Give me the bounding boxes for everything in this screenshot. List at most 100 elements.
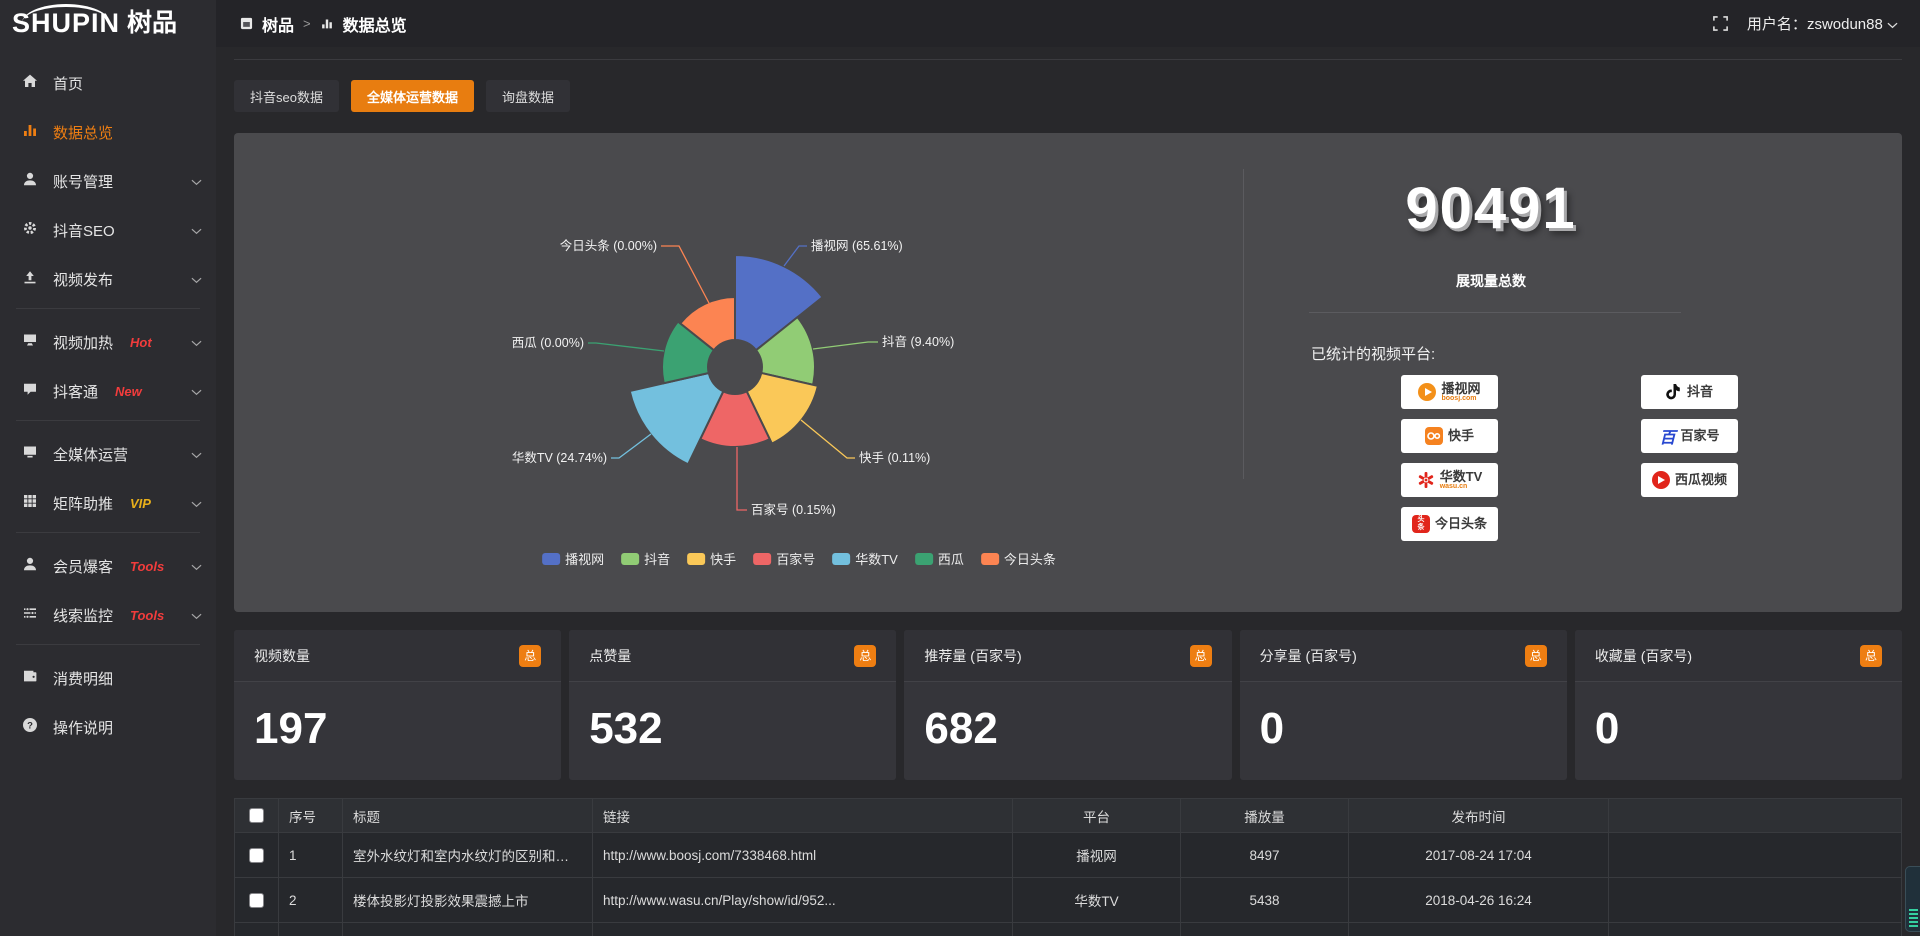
row-checkbox[interactable] (249, 847, 264, 863)
platform-subtext: wasu.cn (1439, 483, 1468, 491)
wallet-icon (22, 668, 38, 688)
stat-card-value: 682 (924, 704, 998, 753)
tab-bar: 抖音seo数据 全媒体运营数据 询盘数据 (234, 80, 1902, 112)
legend-item-3[interactable]: 百家号 (753, 549, 815, 568)
sidebar-item-user[interactable]: 账号管理 (0, 161, 216, 201)
legend-label: 西瓜 (937, 552, 964, 567)
total-impressions-label: 展现量总数 (1456, 273, 1526, 289)
window-icon (240, 17, 253, 30)
chevron-down-icon (191, 607, 202, 624)
sidebar-item-label: 全媒体运营 (53, 446, 129, 464)
total-badge: 总 (854, 644, 877, 667)
platform-badge-baijiahao: 百百家号 (1641, 419, 1738, 453)
total-badge: 总 (1189, 644, 1212, 667)
cell-views: 5438 (1180, 877, 1349, 923)
user-icon (22, 171, 38, 191)
sidebar-item-label: 会员爆客 (53, 558, 114, 576)
breadcrumb: 树品 > 数据总览 (240, 0, 407, 47)
cell-title[interactable]: 楼体投影灯投影效果震撼上市 (342, 877, 593, 923)
chevron-down-icon (191, 495, 202, 512)
select-all-checkbox[interactable] (249, 808, 264, 823)
sidebar-item-upload[interactable]: 视频发布 (0, 259, 216, 299)
legend-item-6[interactable]: 今日头条 (980, 549, 1056, 568)
cell-time: 2017-08-24 17:04 (1348, 832, 1609, 878)
tab-2[interactable]: 询盘数据 (485, 80, 570, 112)
breadcrumb-separator: > (303, 16, 311, 31)
platform-name: 播视网 (1441, 380, 1481, 396)
sidebar-item-label: 线索监控 (53, 607, 114, 625)
stat-card-4: 收藏量 (百家号) 总 0 (1574, 630, 1903, 780)
pie-label-line (812, 341, 878, 350)
app-logo[interactable]: SHUPIN 树品 (0, 0, 216, 47)
chevron-down-icon (191, 446, 202, 463)
home-icon (22, 73, 38, 93)
sidebar-item-home[interactable]: 首页 (0, 63, 216, 103)
cell-views: 8497 (1180, 832, 1349, 878)
stat-card-title: 视频数量 (254, 647, 310, 664)
sidebar-item-help[interactable]: ? 操作说明 (0, 707, 216, 747)
pie-slice-0[interactable] (734, 253, 825, 352)
sidebar-item-screen[interactable]: 视频加热 Hot (0, 322, 216, 362)
sidebar-item-monitor[interactable]: 全媒体运营 (0, 434, 216, 474)
sidebar-item-label: 矩阵助推 (53, 495, 114, 513)
sidebar-item-wallet[interactable]: 消费明细 (0, 658, 216, 698)
platforms-title: 已统计的视频平台: (1311, 346, 1436, 363)
help-icon: ? (22, 717, 38, 737)
cell-time: 2018-04-26 16:24 (1348, 877, 1609, 923)
pie-slice-4[interactable] (628, 371, 725, 466)
sidebar-item-chart[interactable]: 数据总览 (0, 112, 216, 152)
platform-badge-douyin: 抖音 (1641, 375, 1738, 409)
screen-icon (22, 332, 38, 352)
pie-label: 今日头条 (0.00%) (560, 238, 657, 253)
cell-title[interactable]: 室外水纹灯和室内水纹灯的区别和简介 (342, 832, 593, 878)
legend-swatch (753, 552, 772, 565)
legend-label: 今日头条 (1003, 552, 1056, 567)
breadcrumb-item[interactable]: 树品 (262, 17, 295, 35)
sidebar-item-user2[interactable]: 会员爆客 Tools (0, 546, 216, 586)
xigua-logo-icon (1651, 471, 1670, 489)
pie-slice-5[interactable] (661, 320, 716, 385)
legend-item-5[interactable]: 西瓜 (914, 549, 964, 568)
pie-slice-1[interactable] (754, 315, 816, 386)
fullscreen-icon[interactable] (1712, 15, 1729, 32)
chevron-down-icon (191, 271, 202, 288)
sidebar-item-gear[interactable]: 抖音SEO (0, 210, 216, 250)
upload-icon (22, 269, 38, 289)
stat-card-value: 532 (589, 704, 663, 753)
floating-widget[interactable] (1905, 866, 1920, 932)
cell-link[interactable]: http://www.boosj.com/7338468.html (592, 832, 1013, 878)
row-checkbox[interactable] (249, 892, 264, 908)
platform-name: 西瓜视频 (1674, 472, 1727, 488)
col-header: 播放量 (1180, 798, 1349, 833)
main-content: 抖音seo数据 全媒体运营数据 询盘数据 播视网 (65.61%) 抖音 (9.40%… (216, 47, 1920, 936)
tab-0[interactable]: 抖音seo数据 (234, 80, 339, 112)
sidebar-item-badge: Tools (130, 558, 165, 574)
legend-swatch (980, 552, 999, 565)
monitor-icon (22, 444, 38, 464)
username[interactable]: 用户名：zswodun88 (1747, 13, 1898, 34)
sidebar-item-chat[interactable]: 抖客通 New (0, 371, 216, 411)
legend-item-4[interactable]: 华数TV (832, 549, 898, 568)
cell-index: 1 (278, 832, 343, 878)
sidebar-item-badge: VIP (130, 495, 151, 511)
col-header-empty (1608, 798, 1902, 833)
pie-slice-6[interactable] (678, 295, 736, 352)
pie-slice-2[interactable] (745, 371, 820, 445)
tab-1[interactable]: 全媒体运营数据 (350, 80, 474, 112)
baijiahao-logo-icon: 百 (1659, 430, 1676, 447)
cell-link[interactable]: http://www.wasu.cn/Play/show/id/952... (592, 877, 1013, 923)
platform-badges: 播视网 boosj.com 抖音 快手 百百家号 华数TV wasu.cn 西瓜视频头条今日头… (1401, 375, 1738, 541)
stat-card-1: 点赞量 总 532 (569, 630, 897, 780)
legend-item-2[interactable]: 快手 (687, 549, 736, 568)
chevron-down-icon (191, 173, 202, 190)
legend-item-1[interactable]: 抖音 (621, 549, 670, 568)
cell-platform: 华数TV (1012, 877, 1181, 923)
chart-panel: 播视网 (65.61%) 抖音 (9.40%) 快手 (0.11%) 百家号 (0.1… (234, 133, 1902, 612)
platform-name: 百家号 (1680, 428, 1720, 444)
pie-label-line (588, 342, 665, 352)
sidebar-item-sliders[interactable]: 线索监控 Tools (0, 595, 216, 635)
summary-panel: 90491 展现量总数 已统计的视频平台: 播视网 boosj.com 抖音 快手 百百… (1244, 133, 1902, 612)
legend-item-0[interactable]: 播视网 (542, 549, 604, 568)
pie-label: 抖音 (9.40%) (882, 334, 954, 349)
sidebar-item-grid[interactable]: 矩阵助推 VIP (0, 483, 216, 523)
